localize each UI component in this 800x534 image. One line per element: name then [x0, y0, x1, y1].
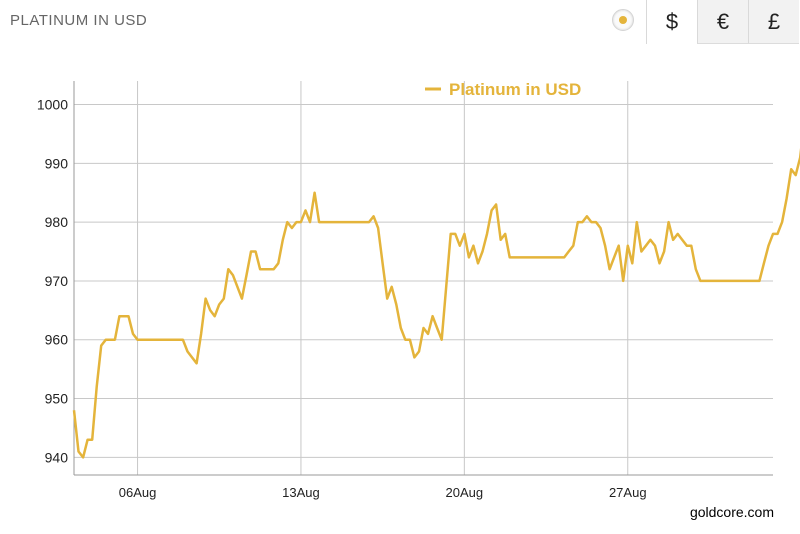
- y-tick-label: 970: [45, 273, 69, 289]
- page-title: PLATINUM IN USD: [10, 12, 148, 29]
- currency-tab-usd[interactable]: $: [646, 0, 697, 44]
- x-tick-label: 06Aug: [119, 485, 157, 500]
- y-tick-label: 1000: [37, 97, 68, 113]
- radio-dot-icon: [619, 16, 627, 24]
- currency-tabs: $ € £: [646, 0, 799, 44]
- y-tick-label: 950: [45, 391, 69, 407]
- series-toggle-radio[interactable]: [612, 9, 634, 31]
- y-tick-label: 980: [45, 214, 69, 230]
- y-tick-label: 990: [45, 155, 69, 171]
- x-tick-label: 27Aug: [609, 485, 647, 500]
- watermark: goldcore.com: [689, 504, 774, 520]
- y-tick-label: 960: [45, 332, 69, 348]
- x-tick-label: 20Aug: [446, 485, 484, 500]
- x-tick-label: 13Aug: [282, 485, 320, 500]
- legend-label: Platinum in USD: [449, 80, 581, 99]
- header-bar: PLATINUM IN USD $ € £: [0, 0, 800, 44]
- currency-tab-gbp[interactable]: £: [748, 0, 799, 44]
- y-tick-label: 940: [45, 449, 69, 465]
- price-chart: 940 950 960 970 980 990 1000 06Aug 13Aug 20Aug 27A…: [37, 80, 800, 500]
- series-line-platinum: [72, 147, 800, 459]
- currency-tab-eur[interactable]: €: [697, 0, 748, 44]
